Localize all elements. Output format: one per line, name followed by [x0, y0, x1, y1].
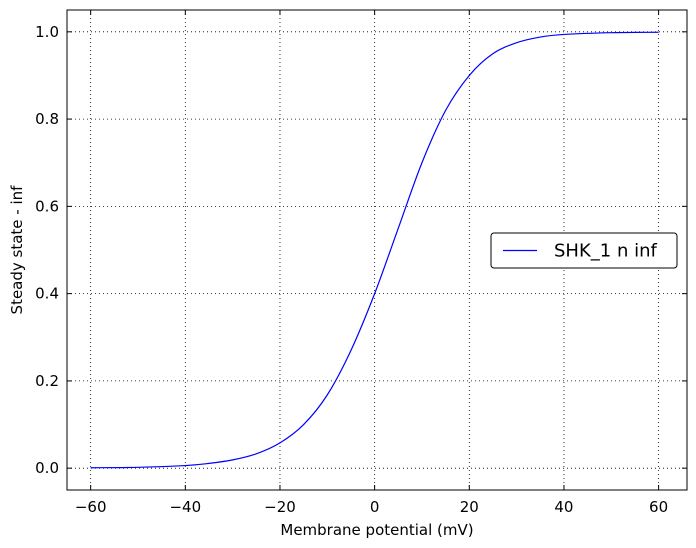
y-tick-label: 0.8 [35, 110, 59, 128]
x-tick-label: −20 [264, 498, 296, 516]
plot-frame [66, 9, 688, 491]
y-tick-label: 0.4 [35, 285, 59, 303]
series-layer [90, 31, 659, 469]
x-axis-label: Membrane potential (mV) [280, 521, 473, 539]
x-tick-label: −40 [169, 498, 201, 516]
y-tick-label: 0.2 [35, 372, 59, 390]
legend-label: SHK_1 n inf [554, 241, 657, 262]
y-tick-label: 0.6 [35, 197, 59, 215]
series-line [90, 31, 659, 469]
x-tick-label: −60 [75, 498, 107, 516]
legend: SHK_1 n inf [490, 232, 678, 269]
y-tick-label: 0.0 [35, 459, 59, 477]
x-tick-label: 40 [554, 498, 573, 516]
legend-box [490, 232, 678, 269]
ticks: −60 −40 −20 0 20 40 60 0.0 0.2 0.4 0.6 0.8 1.0 [35, 10, 687, 516]
y-axis-label: Steady state - inf [8, 185, 26, 315]
x-tick-label: 0 [370, 498, 380, 516]
x-tick-label: 20 [460, 498, 479, 516]
x-tick-label: 60 [649, 498, 668, 516]
y-tick-label: 1.0 [35, 23, 59, 41]
